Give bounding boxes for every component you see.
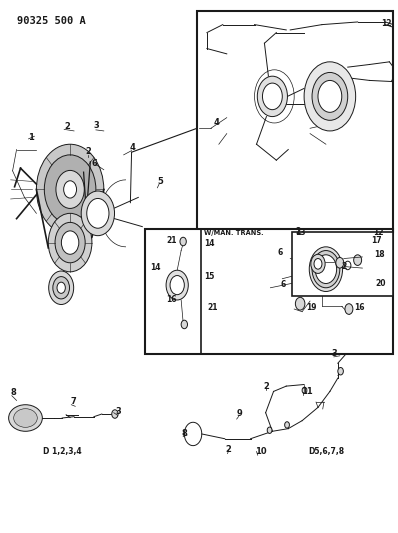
Text: 8: 8 bbox=[10, 387, 16, 397]
Text: 3: 3 bbox=[332, 349, 338, 358]
Circle shape bbox=[87, 198, 109, 228]
Circle shape bbox=[262, 83, 282, 110]
Text: 10: 10 bbox=[255, 447, 267, 456]
Text: 4: 4 bbox=[130, 143, 135, 152]
Text: 16: 16 bbox=[166, 295, 177, 304]
Circle shape bbox=[181, 320, 187, 329]
Text: W/MAN. TRANS.: W/MAN. TRANS. bbox=[204, 230, 264, 236]
Circle shape bbox=[338, 368, 343, 375]
Text: 17: 17 bbox=[371, 236, 382, 245]
Circle shape bbox=[61, 231, 79, 254]
Text: 18: 18 bbox=[374, 249, 385, 259]
Circle shape bbox=[55, 222, 85, 263]
Circle shape bbox=[44, 155, 96, 224]
Circle shape bbox=[166, 270, 188, 300]
Circle shape bbox=[311, 254, 325, 273]
Text: 2: 2 bbox=[226, 445, 232, 454]
Text: 90325 500 A: 90325 500 A bbox=[17, 15, 85, 26]
Text: 20: 20 bbox=[375, 279, 386, 288]
Circle shape bbox=[345, 304, 353, 314]
Circle shape bbox=[57, 282, 65, 293]
Circle shape bbox=[285, 422, 289, 428]
Text: 3: 3 bbox=[94, 121, 100, 130]
Text: 6: 6 bbox=[281, 280, 286, 289]
Circle shape bbox=[315, 255, 337, 284]
Circle shape bbox=[81, 191, 115, 236]
Circle shape bbox=[354, 255, 362, 265]
Bar bbox=[197, 11, 393, 232]
Circle shape bbox=[336, 257, 344, 268]
Circle shape bbox=[170, 276, 184, 295]
Bar bbox=[145, 229, 393, 354]
Text: 13: 13 bbox=[295, 228, 306, 237]
Bar bbox=[292, 232, 393, 296]
Circle shape bbox=[302, 387, 307, 393]
Text: 1: 1 bbox=[28, 133, 33, 142]
Text: 3: 3 bbox=[116, 407, 121, 416]
Circle shape bbox=[53, 277, 70, 299]
Text: 7: 7 bbox=[70, 397, 76, 406]
Circle shape bbox=[267, 427, 272, 433]
Circle shape bbox=[345, 261, 351, 270]
Text: 12: 12 bbox=[373, 228, 383, 237]
Text: 5: 5 bbox=[157, 177, 163, 185]
Text: D 1,2,3,4: D 1,2,3,4 bbox=[43, 447, 82, 456]
Text: 2: 2 bbox=[296, 227, 301, 236]
Circle shape bbox=[295, 297, 305, 310]
Text: 2: 2 bbox=[64, 122, 70, 131]
Text: 6: 6 bbox=[91, 159, 97, 167]
Text: 6: 6 bbox=[277, 248, 283, 257]
Ellipse shape bbox=[14, 409, 37, 427]
Circle shape bbox=[312, 251, 340, 288]
Text: 11: 11 bbox=[301, 387, 313, 396]
Text: 19: 19 bbox=[306, 303, 316, 312]
Ellipse shape bbox=[9, 405, 42, 431]
Text: 4: 4 bbox=[214, 118, 220, 127]
Text: 14: 14 bbox=[150, 263, 161, 272]
Text: 2: 2 bbox=[341, 262, 346, 271]
Text: 12: 12 bbox=[381, 19, 392, 28]
Circle shape bbox=[312, 72, 348, 120]
Circle shape bbox=[112, 410, 118, 418]
Text: 16: 16 bbox=[355, 303, 365, 312]
Text: 9: 9 bbox=[237, 409, 242, 418]
Circle shape bbox=[318, 80, 342, 112]
Circle shape bbox=[257, 76, 287, 117]
Text: 2: 2 bbox=[263, 382, 269, 391]
Circle shape bbox=[49, 271, 74, 304]
Circle shape bbox=[64, 181, 76, 198]
Circle shape bbox=[48, 213, 92, 272]
Text: 21: 21 bbox=[166, 236, 177, 245]
Text: 15: 15 bbox=[205, 272, 215, 281]
Circle shape bbox=[56, 171, 84, 208]
Circle shape bbox=[304, 62, 356, 131]
Circle shape bbox=[309, 247, 343, 292]
Text: 14: 14 bbox=[204, 239, 214, 248]
Circle shape bbox=[314, 259, 322, 269]
Text: 2: 2 bbox=[85, 148, 91, 157]
Text: 8: 8 bbox=[181, 429, 187, 438]
Text: D5,6,7,8: D5,6,7,8 bbox=[308, 447, 344, 456]
Text: 21: 21 bbox=[207, 303, 217, 312]
Circle shape bbox=[180, 237, 186, 246]
Circle shape bbox=[36, 144, 104, 235]
